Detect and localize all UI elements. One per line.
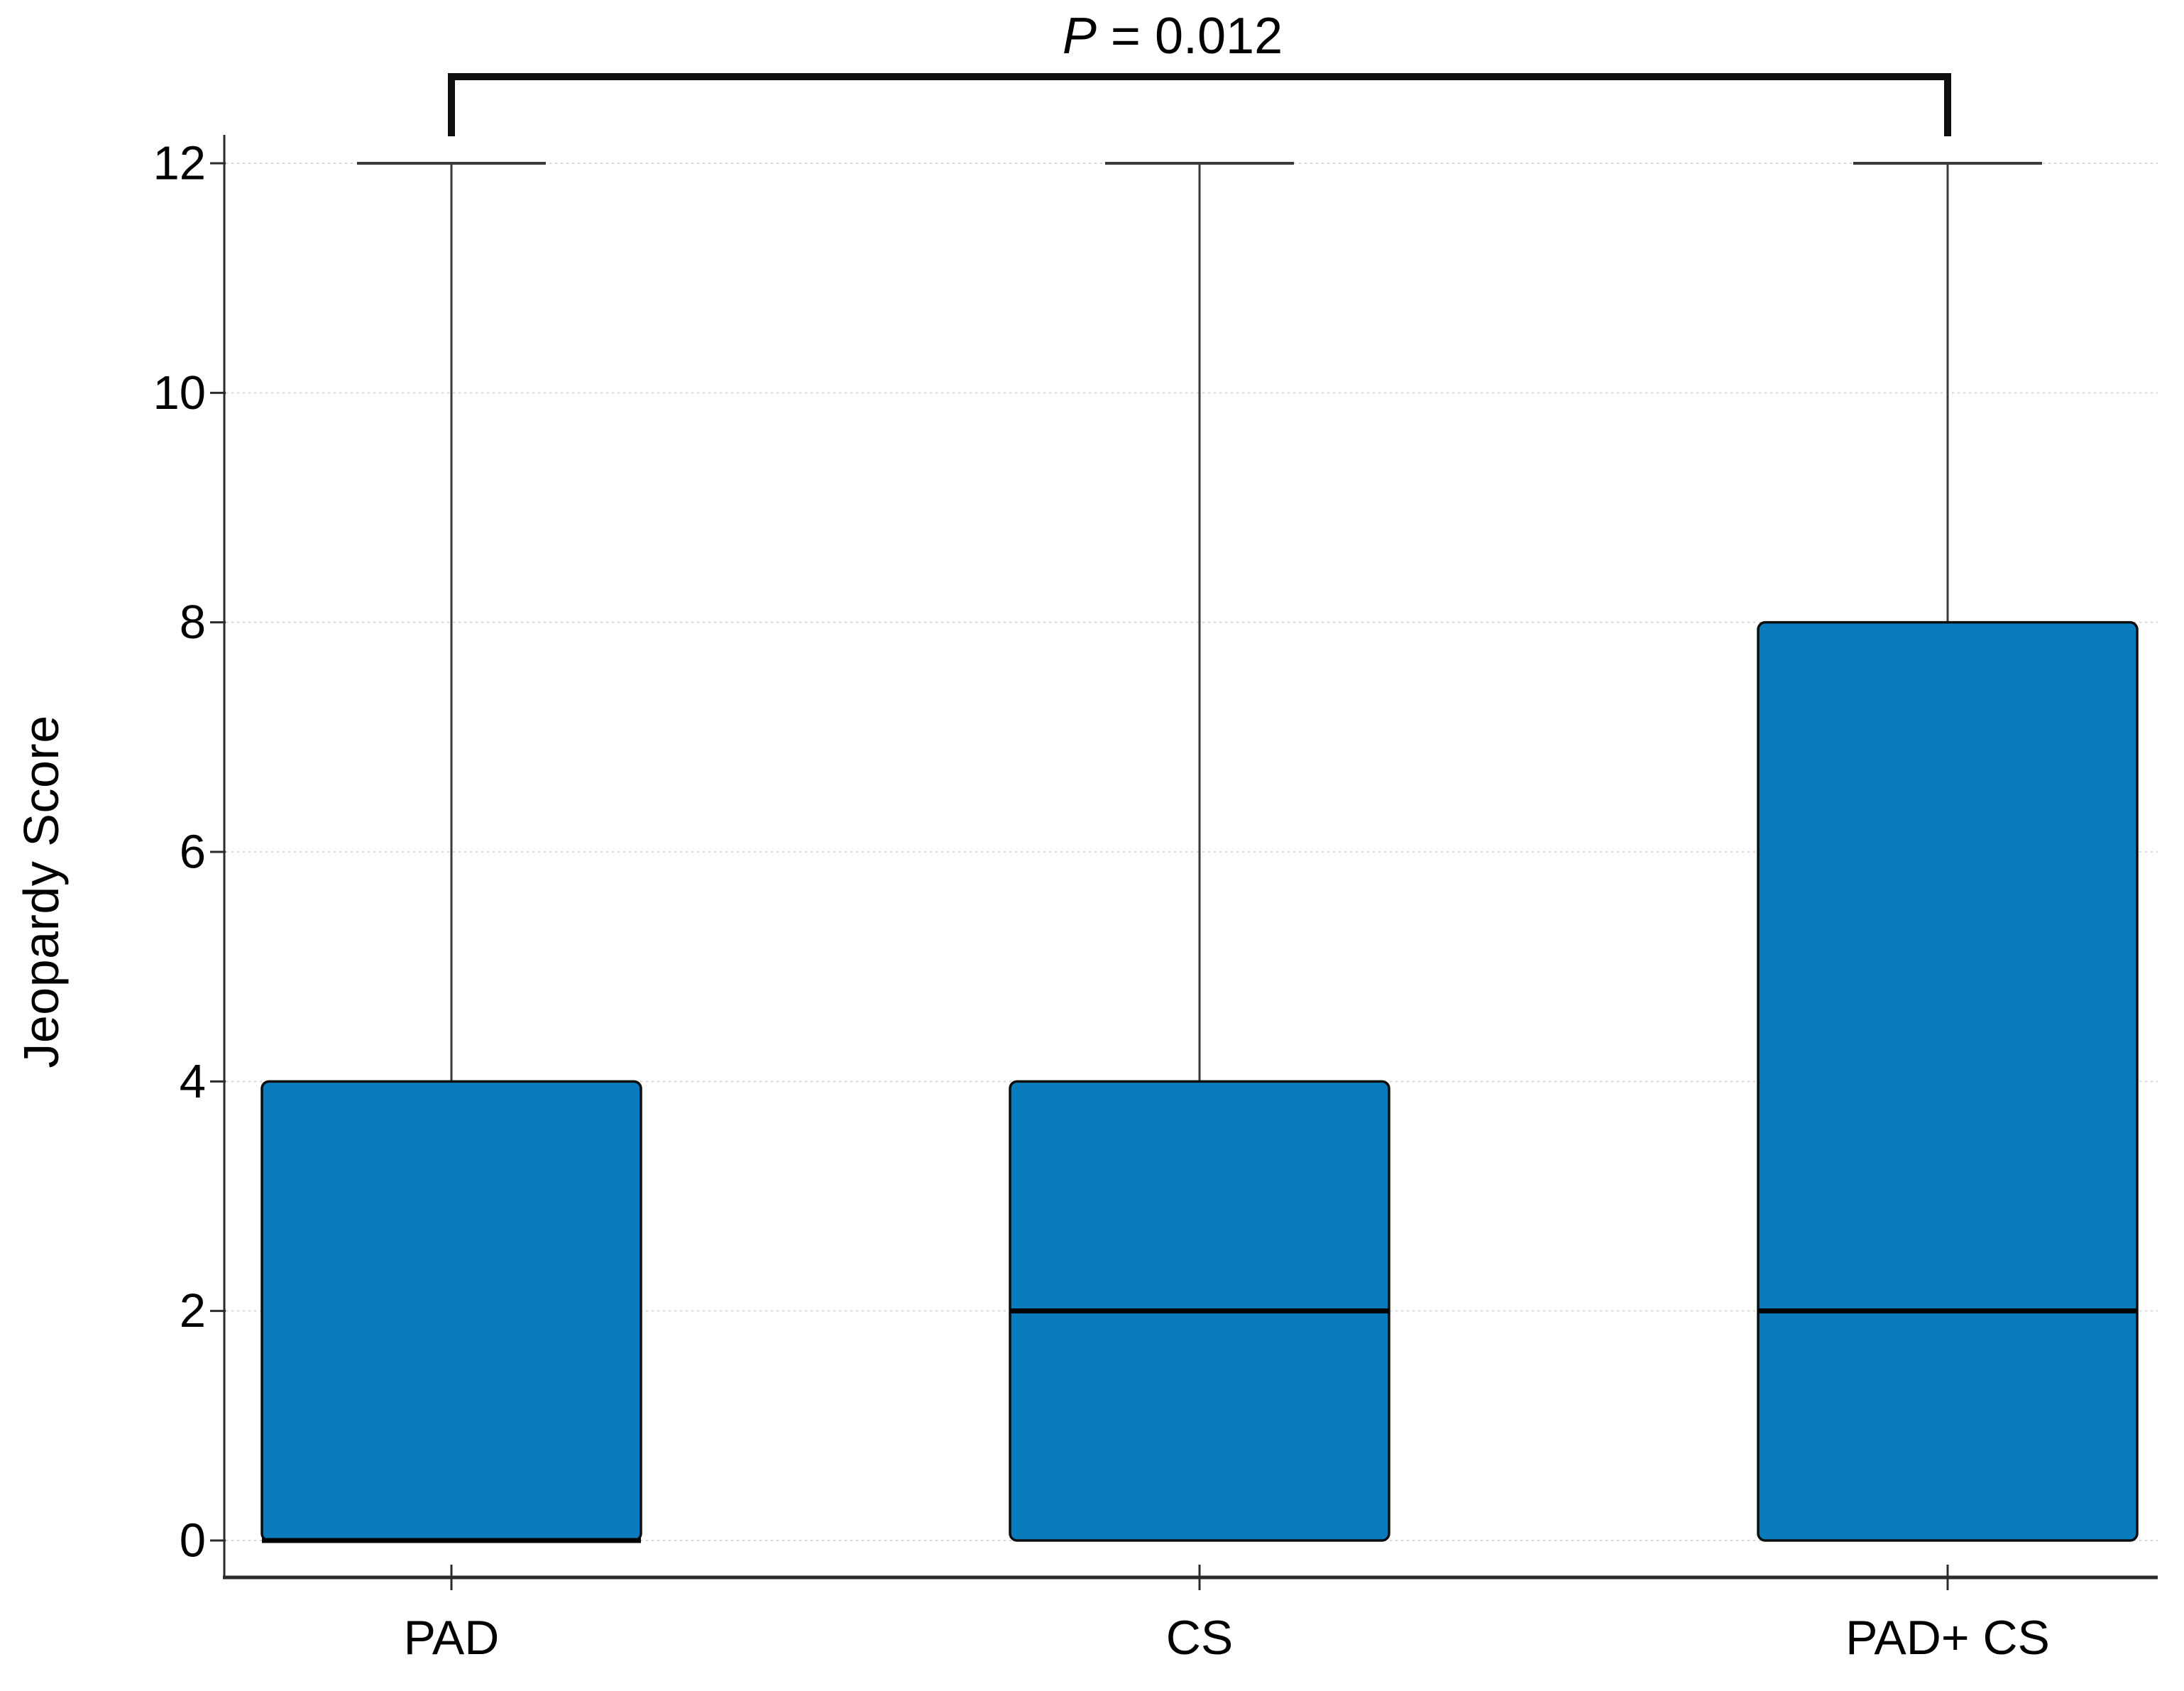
y-axis-title: Jeopardy Score bbox=[13, 715, 69, 1068]
significance-bracket bbox=[448, 73, 1951, 136]
y-tick-label-8: 8 bbox=[180, 596, 206, 649]
y-tick-label-6: 6 bbox=[180, 826, 206, 879]
p-value-text: = 0.012 bbox=[1096, 8, 1283, 65]
x-tick-label-pad: PAD bbox=[404, 1611, 500, 1665]
p-value-annotation: P = 0.012 bbox=[1063, 7, 1283, 65]
y-tick-label-12: 12 bbox=[153, 137, 206, 190]
x-tick-label-pad-cs: PAD+ CS bbox=[1845, 1611, 2050, 1665]
box-pad bbox=[260, 1080, 642, 1542]
x-tick-label-cs: CS bbox=[1166, 1611, 1233, 1665]
box-pad-cs bbox=[1757, 620, 2139, 1542]
y-tick-label-4: 4 bbox=[180, 1055, 206, 1108]
y-tick-label-0: 0 bbox=[180, 1514, 206, 1567]
y-tick-label-10: 10 bbox=[153, 366, 206, 420]
y-tick-label-2: 2 bbox=[180, 1284, 206, 1337]
p-symbol: P bbox=[1062, 8, 1097, 65]
